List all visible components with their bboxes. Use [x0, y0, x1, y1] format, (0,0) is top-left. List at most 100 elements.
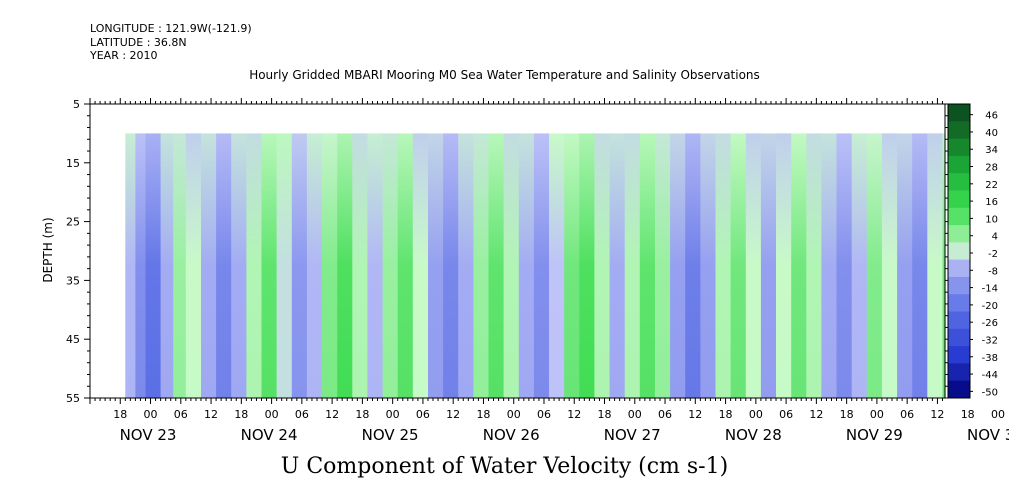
- heatmap-band: [488, 133, 505, 398]
- x-hour-label: 06: [900, 408, 914, 421]
- x-day-label: NOV 23: [120, 426, 177, 444]
- heatmap-band: [594, 133, 611, 398]
- heatmap-band: [760, 133, 777, 398]
- colorbar-swatch: [948, 173, 970, 191]
- x-day-label: NOV 24: [241, 426, 298, 444]
- x-hour-label: 06: [174, 408, 188, 421]
- x-day-label: NOV 28: [725, 426, 782, 444]
- plot-area: [125, 133, 946, 398]
- colorbar-label: -38: [982, 353, 998, 364]
- heatmap-band: [912, 133, 928, 398]
- x-hour-label: 18: [598, 408, 612, 421]
- colorbar-swatch: [948, 311, 970, 330]
- heatmap-band: [579, 133, 595, 398]
- colorbar-swatch: [948, 104, 970, 122]
- x-hour-label: 06: [416, 408, 430, 421]
- colorbar-swatch: [948, 276, 970, 295]
- colorbar-label: -26: [982, 318, 998, 329]
- heatmap-band: [897, 133, 913, 398]
- colorbar-frame: [947, 103, 971, 399]
- heatmap-band: [352, 133, 368, 398]
- colorbar-label: -14: [982, 284, 998, 295]
- heatmap-band: [458, 133, 474, 398]
- heatmap-band: [700, 133, 717, 398]
- colorbar-label: -8: [988, 266, 998, 277]
- heatmap-band: [866, 133, 883, 398]
- y-tick-label: 35: [66, 274, 80, 287]
- heatmap-band: [246, 133, 263, 398]
- x-hour-label: 00: [144, 408, 158, 421]
- year-label: YEAR : 2010: [90, 49, 158, 62]
- x-hour-label: 12: [809, 408, 823, 421]
- plot-frame: [89, 103, 946, 399]
- x-hour-label: 18: [113, 408, 127, 421]
- colorbar-label: 28: [985, 163, 998, 174]
- heatmap-band: [412, 133, 429, 398]
- heatmap-band: [624, 133, 641, 398]
- heatmap-band: [125, 133, 136, 398]
- colorbar-swatch: [948, 363, 970, 382]
- heatmap-band: [715, 133, 732, 398]
- heatmap-band: [942, 133, 946, 398]
- colorbar-label: -32: [982, 335, 998, 346]
- x-hour-label: 18: [476, 408, 490, 421]
- x-hour-label: 12: [204, 408, 218, 421]
- x-day-label: NOV 27: [604, 426, 661, 444]
- heatmap-band: [145, 133, 162, 398]
- x-hour-label: 06: [537, 408, 551, 421]
- colorbar-swatch: [948, 155, 970, 174]
- y-tick-label: 55: [66, 392, 80, 405]
- heatmap-band: [291, 133, 308, 398]
- colorbar-swatch: [948, 207, 970, 226]
- colorbar-label: 10: [985, 214, 998, 225]
- x-hour-label: 00: [749, 408, 763, 421]
- colorbar: 46 40 34 28 22 16 10 4 -2 -8 -14 -20 -26 -32 -38 -44 -50: [947, 103, 998, 399]
- heatmap-band: [322, 133, 338, 398]
- colorbar-label: -2: [988, 249, 998, 260]
- y-tick-label: 5: [73, 98, 80, 111]
- colorbar-swatch: [948, 121, 970, 140]
- heatmap-band: [518, 133, 535, 398]
- heatmap-band: [185, 133, 202, 398]
- colorbar-swatch: [948, 380, 970, 399]
- x-hour-label: 12: [446, 408, 460, 421]
- colorbar-label: -44: [982, 370, 998, 381]
- heatmap-band: [503, 133, 520, 398]
- heatmap-band: [473, 133, 490, 398]
- heatmap-band: [443, 133, 459, 398]
- x-hour-label: 00: [386, 408, 400, 421]
- y-axis-label: DEPTH (m): [41, 217, 55, 282]
- colorbar-label: 40: [985, 128, 998, 139]
- heatmap-band: [428, 133, 444, 398]
- x-hour-label: 18: [355, 408, 369, 421]
- heatmap-band: [231, 133, 247, 398]
- longitude-label: LONGITUDE : 121.9W(-121.9): [90, 22, 252, 35]
- heatmap-band: [881, 133, 898, 398]
- heatmap-band: [851, 133, 868, 398]
- heatmap-band: [533, 133, 550, 398]
- latitude-label: LATITUDE : 36.8N: [90, 36, 187, 49]
- colorbar-label: 46: [985, 111, 998, 122]
- colorbar-swatch: [948, 294, 970, 312]
- colorbar-swatch: [948, 259, 970, 278]
- heatmap-band: [609, 133, 626, 398]
- colorbar-label: -20: [982, 301, 998, 312]
- x-hour-label: 18: [961, 408, 975, 421]
- heatmap-band: [655, 133, 671, 398]
- heatmap-band: [670, 133, 686, 398]
- x-hour-label: 06: [779, 408, 793, 421]
- heatmap-band: [685, 133, 701, 398]
- heatmap-band: [201, 133, 217, 398]
- heatmap-band: [821, 133, 838, 398]
- x-hour-label: 00: [628, 408, 642, 421]
- x-hour-label: 12: [930, 408, 944, 421]
- colorbar-swatch: [948, 328, 970, 347]
- heatmap-band: [564, 133, 580, 398]
- heatmap-band: [549, 133, 565, 398]
- y-tick-label: 25: [66, 216, 80, 229]
- variable-title: U Component of Water Velocity (cm s-1): [280, 454, 729, 479]
- x-hour-label: 12: [567, 408, 581, 421]
- heatmap-band: [367, 133, 384, 398]
- colorbar-swatch: [948, 225, 970, 243]
